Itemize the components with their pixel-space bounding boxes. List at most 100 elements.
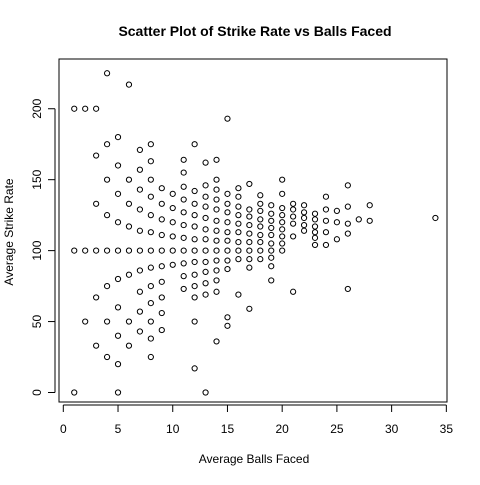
data-point — [433, 215, 438, 220]
data-point — [137, 167, 142, 172]
data-point — [225, 210, 230, 215]
data-point — [159, 295, 164, 300]
data-point — [214, 339, 219, 344]
data-point — [170, 234, 175, 239]
data-point — [192, 272, 197, 277]
data-point — [258, 224, 263, 229]
data-point — [181, 222, 186, 227]
data-point — [312, 224, 317, 229]
data-point — [94, 201, 99, 206]
data-point — [280, 213, 285, 218]
data-point — [170, 248, 175, 253]
data-point — [247, 214, 252, 219]
data-point — [137, 207, 142, 212]
data-point — [225, 323, 230, 328]
data-point — [258, 248, 263, 253]
data-points — [72, 71, 438, 395]
data-point — [236, 213, 241, 218]
data-point — [356, 217, 361, 222]
data-point — [170, 262, 175, 267]
x-axis-label: Average Balls Faced — [199, 452, 310, 466]
data-point — [203, 237, 208, 242]
data-point — [312, 235, 317, 240]
data-point — [159, 232, 164, 237]
data-point — [214, 268, 219, 273]
data-point — [192, 201, 197, 206]
data-point — [258, 193, 263, 198]
data-point — [104, 283, 109, 288]
data-point — [83, 248, 88, 253]
data-point — [291, 221, 296, 226]
data-point — [148, 336, 153, 341]
data-point — [291, 214, 296, 219]
data-point — [269, 248, 274, 253]
data-point — [214, 228, 219, 233]
data-point — [214, 258, 219, 263]
data-point — [301, 222, 306, 227]
data-point — [203, 281, 208, 286]
data-point — [367, 203, 372, 208]
data-point — [137, 268, 142, 273]
data-point — [126, 343, 131, 348]
data-point — [258, 217, 263, 222]
data-point — [323, 230, 328, 235]
data-point — [94, 248, 99, 253]
data-point — [280, 241, 285, 246]
x-tick-label: 35 — [440, 422, 454, 436]
data-point — [192, 213, 197, 218]
data-point — [148, 301, 153, 306]
data-point — [192, 319, 197, 324]
data-point — [301, 210, 306, 215]
data-point — [225, 238, 230, 243]
data-point — [236, 230, 241, 235]
y-axis: 0 50 100 150 200 — [30, 98, 55, 395]
data-point — [236, 240, 241, 245]
data-point — [159, 217, 164, 222]
data-point — [94, 106, 99, 111]
data-point — [258, 208, 263, 213]
data-point — [345, 183, 350, 188]
data-point — [126, 82, 131, 87]
x-tick-label: 15 — [221, 422, 235, 436]
data-point — [269, 218, 274, 223]
data-point — [291, 234, 296, 239]
data-point — [137, 289, 142, 294]
data-point — [280, 234, 285, 239]
data-point — [181, 261, 186, 266]
data-point — [94, 295, 99, 300]
data-point — [247, 222, 252, 227]
data-point — [83, 319, 88, 324]
data-point — [269, 225, 274, 230]
data-point — [345, 286, 350, 291]
x-tick-label: 5 — [115, 422, 122, 436]
data-point — [126, 201, 131, 206]
data-point — [225, 266, 230, 271]
data-point — [148, 142, 153, 147]
data-point — [269, 211, 274, 216]
data-point — [247, 306, 252, 311]
data-point — [181, 235, 186, 240]
data-point — [126, 248, 131, 253]
data-point — [291, 289, 296, 294]
data-point — [225, 220, 230, 225]
data-point — [258, 201, 263, 206]
y-axis-label: Average Strike Rate — [2, 178, 16, 285]
data-point — [312, 217, 317, 222]
data-point — [148, 213, 153, 218]
y-tick-label: 150 — [30, 169, 44, 189]
data-point — [280, 177, 285, 182]
data-point — [214, 238, 219, 243]
data-point — [214, 218, 219, 223]
data-point — [301, 215, 306, 220]
data-point — [159, 279, 164, 284]
data-point — [126, 319, 131, 324]
data-point — [269, 278, 274, 283]
data-point — [115, 220, 120, 225]
data-point — [137, 309, 142, 314]
data-point — [115, 276, 120, 281]
data-point — [214, 177, 219, 182]
data-point — [148, 283, 153, 288]
data-point — [181, 184, 186, 189]
data-point — [137, 147, 142, 152]
data-point — [181, 210, 186, 215]
